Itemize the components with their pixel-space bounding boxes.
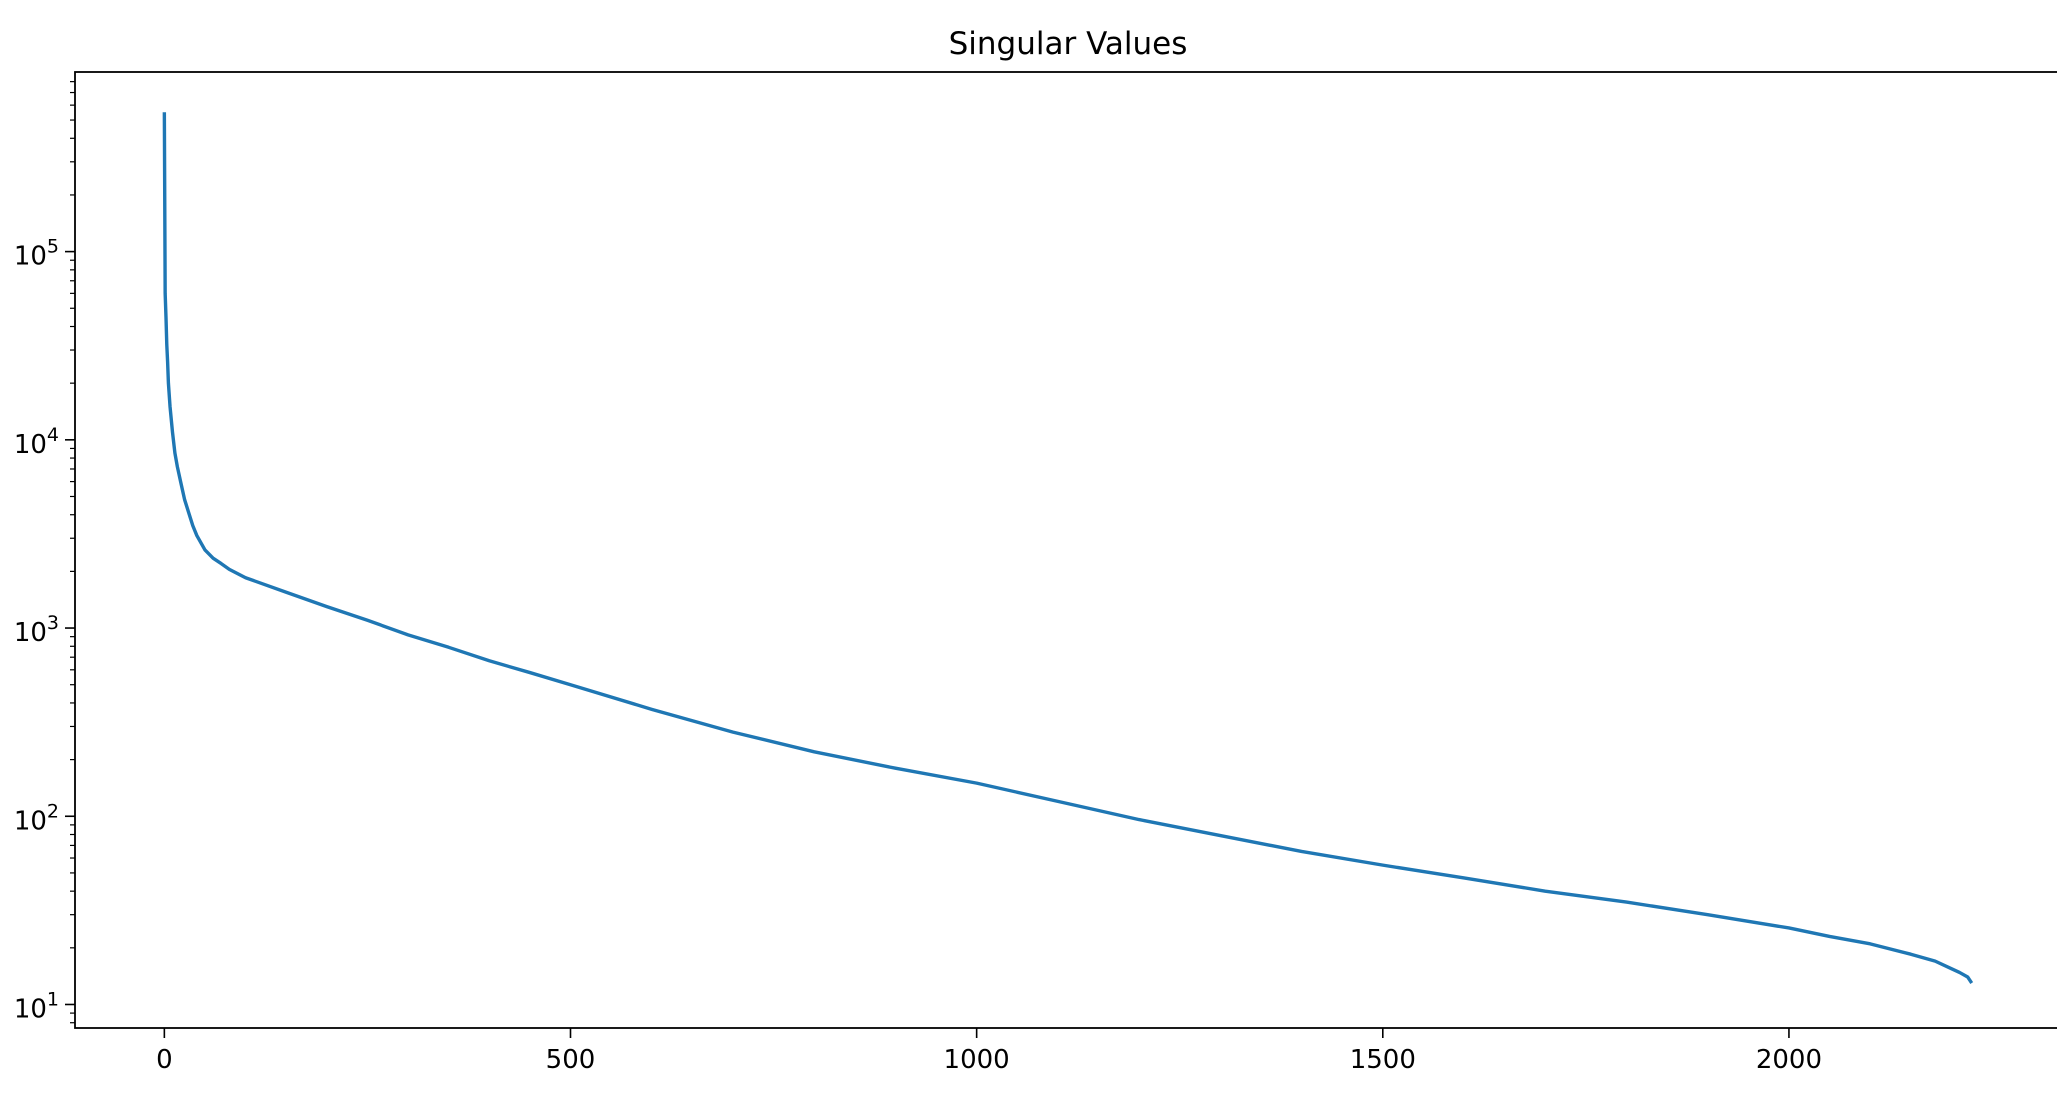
- singular-values-line: [162, 112, 1974, 984]
- chart-title: Singular Values: [949, 26, 1188, 62]
- y-tick-label-exponent: 2: [47, 800, 59, 822]
- y-tick-label-base: 10: [14, 994, 47, 1024]
- x-tick-label: 500: [546, 1045, 596, 1075]
- y-tick-label-exponent: 1: [47, 988, 59, 1010]
- plot-area-frame: [74, 71, 2057, 1029]
- y-tick-label-base: 10: [14, 618, 47, 648]
- y-tick-label-exponent: 4: [47, 424, 59, 446]
- y-tick-label-base: 10: [14, 430, 47, 460]
- x-tick-label: 1500: [1350, 1045, 1416, 1075]
- x-axis-ticks: 0 500 1000 1500 2000: [156, 1028, 1822, 1075]
- y-tick-label-exponent: 5: [47, 236, 59, 258]
- x-tick-label: 2000: [1756, 1045, 1822, 1075]
- y-tick-label-base: 10: [14, 242, 47, 272]
- x-tick-label: 0: [156, 1045, 173, 1075]
- y-tick-label: 105: [14, 236, 59, 272]
- x-tick-label: 1000: [944, 1045, 1010, 1075]
- y-tick-label: 101: [14, 988, 59, 1024]
- y-tick-label: 104: [14, 424, 59, 460]
- y-tick-label-base: 10: [14, 806, 47, 836]
- y-tick-label-exponent: 3: [47, 612, 59, 634]
- y-tick-label: 103: [14, 612, 59, 648]
- y-tick-label: 102: [14, 800, 59, 836]
